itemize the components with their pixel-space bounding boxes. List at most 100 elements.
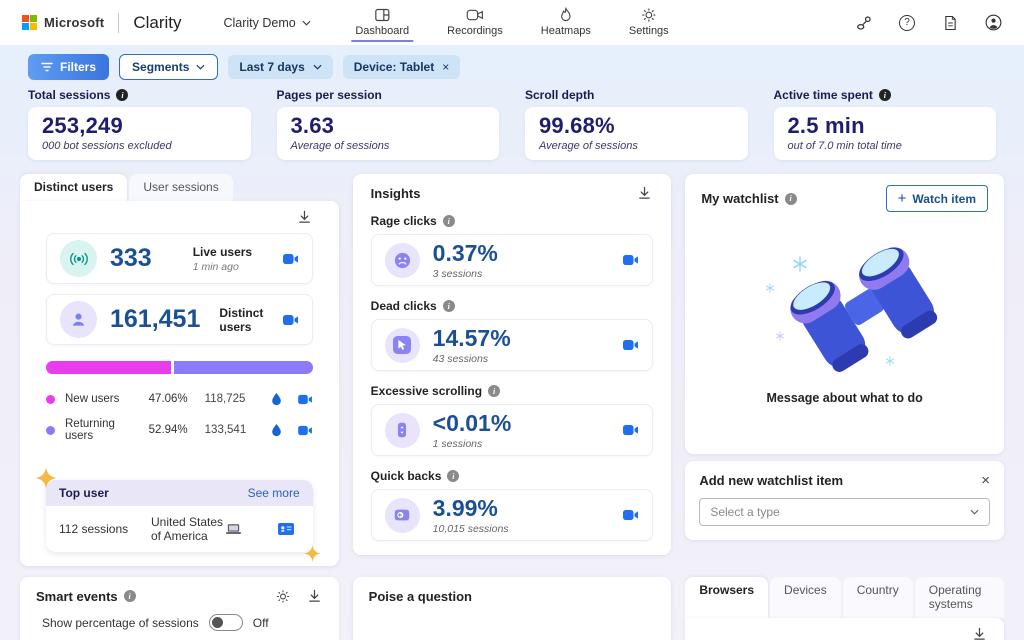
person-icon: [60, 301, 97, 338]
users-tabs: Distinct users User sessions: [20, 174, 339, 201]
metric-total-sessions: Total sessions 253,249 000 bot sessions …: [28, 88, 251, 160]
metric-subtitle: 000 bot sessions excluded: [42, 140, 172, 152]
select-placeholder: Select a type: [710, 505, 780, 519]
nav-recordings[interactable]: Recordings: [443, 5, 507, 42]
nav-label: Recordings: [447, 25, 503, 37]
close-icon[interactable]: [981, 473, 990, 488]
settings-gear-icon[interactable]: [276, 589, 291, 604]
live-users-label: Live users: [192, 244, 253, 259]
metric-label: Total sessions: [28, 88, 111, 102]
tab-distinct-users[interactable]: Distinct users: [20, 174, 128, 201]
live-users-value: 333: [110, 244, 152, 272]
play-recordings-icon[interactable]: [623, 339, 639, 351]
metric-label: Pages per session: [276, 88, 382, 102]
breakdown-count: 133,541: [204, 424, 247, 436]
nav-dashboard[interactable]: Dashboard: [351, 5, 414, 42]
nav-label: Heatmaps: [540, 25, 591, 37]
tab-devices[interactable]: Devices: [770, 577, 841, 618]
divider: [118, 12, 120, 33]
watch-item-button[interactable]: Watch item: [885, 185, 988, 212]
chevron-down-icon: [302, 20, 311, 26]
breakdown-percent: 52.94%: [148, 424, 188, 436]
smart-events-title: Smart events: [36, 588, 118, 604]
watchlist-type-select[interactable]: Select a type: [699, 498, 990, 526]
metric-scroll-depth: Scroll depth 99.68% Average of sessions: [525, 88, 748, 160]
tab-country[interactable]: Country: [842, 577, 913, 618]
top-user-sessions: 112 sessions: [59, 522, 129, 536]
quick-backs-section: Quick backs 3.99% 10,015 sessions: [370, 469, 654, 541]
insights-card: Insights Rage clicks 0.37% 3 sessions De…: [352, 174, 672, 555]
play-recordings-icon[interactable]: [282, 314, 299, 326]
tab-browsers[interactable]: Browsers: [685, 577, 769, 618]
chevron-down-icon: [196, 64, 205, 70]
tab-operating-systems[interactable]: Operating systems: [914, 577, 1004, 618]
project-selector[interactable]: Clarity Demo: [223, 16, 311, 30]
percentage-toggle[interactable]: [208, 614, 243, 631]
info-icon[interactable]: [442, 215, 455, 227]
see-more-link[interactable]: See more: [247, 486, 300, 500]
help-icon[interactable]: [898, 14, 916, 32]
download-icon[interactable]: [637, 185, 653, 201]
info-icon[interactable]: [878, 89, 891, 101]
nav-settings[interactable]: Settings: [625, 5, 673, 42]
date-range-chip[interactable]: Last 7 days: [228, 55, 333, 79]
nav-label: Settings: [628, 25, 669, 37]
distinct-users-label: Distinct users: [219, 305, 264, 334]
heatmap-drop-icon[interactable]: [271, 423, 282, 437]
insights-title: Insights: [370, 185, 421, 201]
remove-filter-icon[interactable]: [442, 60, 449, 74]
insight-value: <0.01%: [432, 410, 512, 436]
top-user-country: United States of America: [151, 515, 224, 543]
returning-users-segment: [174, 361, 313, 374]
live-users-row: 333 Live users 1 min ago: [46, 233, 313, 284]
play-recordings-icon[interactable]: [297, 425, 313, 436]
segments-dropdown[interactable]: Segments: [119, 54, 219, 80]
dead-clicks-section: Dead clicks 14.57% 43 sessions: [370, 299, 654, 371]
new-users-segment: [46, 361, 172, 374]
document-icon[interactable]: [941, 14, 959, 32]
breakdown-count: 118,725: [204, 393, 246, 405]
video-camera-icon: [466, 9, 484, 21]
play-recordings-icon[interactable]: [623, 424, 639, 436]
info-icon[interactable]: [116, 89, 129, 101]
plus-icon: [898, 190, 907, 207]
info-icon[interactable]: [123, 590, 136, 602]
breakdown-percent: 47.06%: [148, 393, 188, 405]
dashboard-icon: [375, 8, 390, 22]
watchlist-title: My watchlist: [701, 191, 779, 206]
play-recordings-icon[interactable]: [282, 253, 299, 265]
info-icon[interactable]: [442, 300, 455, 312]
insight-sessions: 43 sessions: [432, 353, 489, 365]
info-icon[interactable]: [447, 470, 460, 482]
nav-heatmaps[interactable]: Heatmaps: [537, 5, 595, 42]
legend-dot: [46, 425, 55, 435]
play-recordings-icon[interactable]: [623, 254, 639, 266]
insight-label: Dead clicks: [370, 299, 437, 313]
id-card-icon[interactable]: [277, 523, 294, 535]
rage-clicks-section: Rage clicks 0.37% 3 sessions: [370, 214, 654, 286]
account-icon[interactable]: [984, 14, 1002, 32]
play-recordings-icon[interactable]: [623, 509, 639, 521]
integrations-icon[interactable]: [855, 14, 873, 32]
play-recordings-icon[interactable]: [297, 394, 313, 405]
metric-active-time: Active time spent 2.5 min out of 7.0 min…: [773, 88, 996, 160]
watch-item-label: Watch item: [912, 191, 976, 206]
segments-label: Segments: [132, 60, 190, 74]
metrics-row: Total sessions 253,249 000 bot sessions …: [0, 82, 1024, 160]
download-icon[interactable]: [972, 626, 988, 640]
heatmap-drop-icon[interactable]: [271, 392, 282, 406]
insight-value: 14.57%: [432, 325, 511, 351]
download-icon[interactable]: [297, 209, 313, 225]
insight-value: 0.37%: [432, 240, 498, 266]
device-filter-chip[interactable]: Device: Tablet: [342, 55, 461, 79]
tab-user-sessions[interactable]: User sessions: [129, 174, 233, 201]
filters-button[interactable]: Filters: [28, 54, 110, 80]
info-icon[interactable]: [488, 385, 501, 397]
info-icon[interactable]: [784, 192, 797, 205]
toggle-state: Off: [252, 615, 269, 630]
download-icon[interactable]: [307, 588, 323, 604]
smart-events-card: Smart events Show percentage of sessions…: [20, 577, 339, 640]
microsoft-brand: Microsoft: [44, 15, 105, 30]
users-card: Distinct users User sessions 333 Live us…: [20, 174, 339, 566]
insight-sessions: 3 sessions: [432, 268, 483, 280]
